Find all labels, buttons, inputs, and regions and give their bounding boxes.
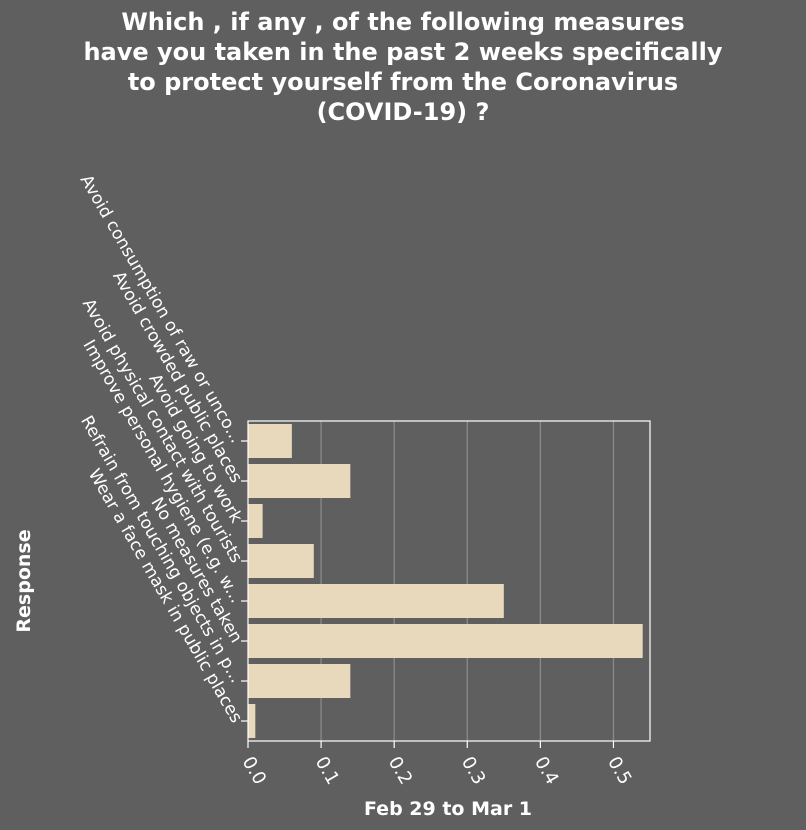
plot-frame <box>247 420 651 742</box>
x-tick-label: 0.4 <box>530 753 563 788</box>
x-tick-label: 0.1 <box>311 753 344 788</box>
chart-title-line: (COVID-19) ? <box>317 98 490 126</box>
bar <box>248 464 351 498</box>
x-axis-label: Feb 29 to Mar 1 <box>364 798 532 820</box>
x-tick-label: 0.3 <box>457 753 490 788</box>
bars <box>248 424 643 738</box>
bar <box>248 424 292 458</box>
chart-title-line: have you taken in the past 2 weeks speci… <box>83 38 722 66</box>
bar <box>248 664 351 698</box>
bar <box>248 704 256 738</box>
bar <box>248 504 263 538</box>
x-ticks: 0.0 0.1 0.2 0.3 0.4 0.5 <box>238 741 636 788</box>
x-tick-label: 0.5 <box>603 753 636 788</box>
chart-title-line: Which , if any , of the following measur… <box>121 8 684 36</box>
x-tick-label: 0.2 <box>384 753 417 788</box>
x-tick-label: 0.0 <box>238 753 271 788</box>
chart-title: Which , if any , of the following measur… <box>83 8 722 126</box>
y-axis-label: Response <box>13 529 35 632</box>
bar <box>248 544 314 578</box>
grid <box>320 421 615 741</box>
y-ticks: Avoid consumption of raw or unco...Avoid… <box>76 171 248 727</box>
bar <box>248 584 504 618</box>
bar <box>248 624 643 658</box>
chart-title-line: to protect yourself from the Coronavirus <box>128 68 678 96</box>
